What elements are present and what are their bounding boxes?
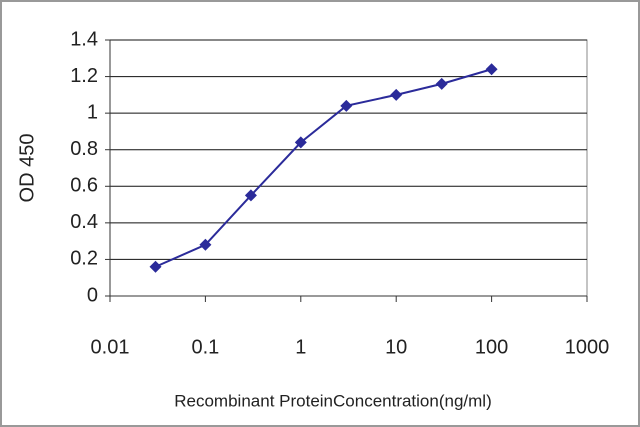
y-tick-label: 0.2: [70, 248, 98, 270]
y-tick-label: 1: [87, 101, 98, 123]
y-tick-label: 1.4: [70, 28, 98, 50]
marker: [435, 77, 448, 90]
y-tick-label: 1.2: [70, 65, 98, 87]
marker: [340, 99, 353, 112]
marker: [149, 260, 162, 273]
x-tick-label: 0.1: [191, 336, 219, 358]
marker: [485, 63, 498, 76]
x-tick-label: 1000: [565, 336, 610, 358]
x-axis-label: Recombinant ProteinConcentration(ng/ml): [174, 391, 492, 410]
x-tick-label: 10: [385, 336, 407, 358]
series-line: [155, 68, 492, 268]
x-tick-label: 100: [475, 336, 508, 358]
marker: [244, 189, 257, 202]
marker: [390, 88, 403, 101]
y-axis-label: OD 450: [16, 134, 38, 203]
y-tick-label: 0: [87, 284, 98, 306]
x-tick-label: 0.01: [91, 336, 130, 358]
y-tick-label: 0.4: [70, 211, 98, 233]
marker: [294, 136, 307, 149]
plot-area: [109, 39, 588, 297]
y-tick-label: 0.6: [70, 175, 98, 197]
marker: [199, 238, 212, 251]
x-tick-label: 1: [295, 336, 306, 358]
y-tick-label: 0.8: [70, 138, 98, 160]
